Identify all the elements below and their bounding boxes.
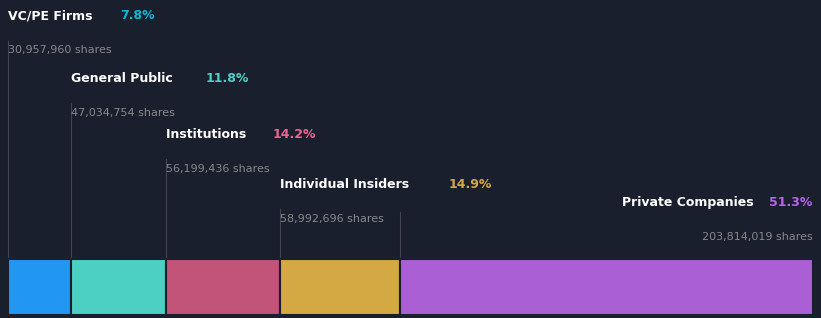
- Text: 30,957,960 shares: 30,957,960 shares: [8, 45, 112, 55]
- Text: General Public: General Public: [71, 72, 177, 85]
- Text: 14.2%: 14.2%: [273, 128, 316, 141]
- Bar: [400, 259, 813, 315]
- Bar: [166, 259, 280, 315]
- Bar: [8, 259, 71, 315]
- Text: Private Companies: Private Companies: [622, 197, 758, 209]
- Text: Individual Insiders: Individual Insiders: [280, 178, 414, 191]
- Text: VC/PE Firms: VC/PE Firms: [8, 10, 97, 22]
- Text: 58,992,696 shares: 58,992,696 shares: [280, 214, 384, 224]
- Text: 51.3%: 51.3%: [769, 197, 813, 209]
- Text: 7.8%: 7.8%: [121, 10, 155, 22]
- Text: 203,814,019 shares: 203,814,019 shares: [702, 232, 813, 242]
- Text: 47,034,754 shares: 47,034,754 shares: [71, 107, 175, 118]
- Bar: [71, 259, 166, 315]
- Text: 56,199,436 shares: 56,199,436 shares: [166, 164, 269, 174]
- Text: 11.8%: 11.8%: [205, 72, 249, 85]
- Text: 14.9%: 14.9%: [449, 178, 493, 191]
- Text: Institutions: Institutions: [166, 128, 250, 141]
- Bar: [280, 259, 400, 315]
